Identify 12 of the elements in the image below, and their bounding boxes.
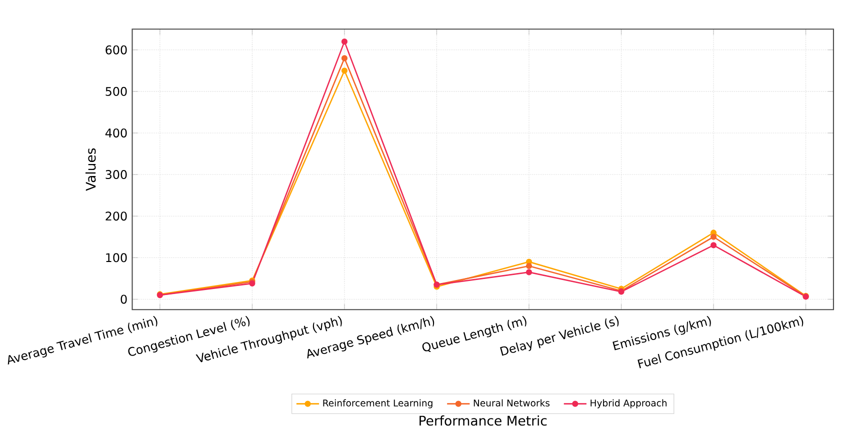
legend-label: Neural Networks xyxy=(474,399,550,406)
y-axis-title: Values xyxy=(86,148,96,191)
y-tick-label: 400 xyxy=(105,128,127,138)
legend-label: Reinforcement Learning xyxy=(323,399,432,408)
x-axis-title: Performance Metric xyxy=(420,415,547,426)
y-tick-label: 0 xyxy=(120,294,127,304)
y-tick-label: 300 xyxy=(106,170,127,179)
legend-label: Hybrid Approach xyxy=(590,399,667,408)
y-tick-label: 500 xyxy=(106,86,127,96)
y-tick-label: 100 xyxy=(106,253,127,262)
y-tick-label: 600 xyxy=(106,45,127,54)
y-tick-label: 200 xyxy=(106,212,127,221)
